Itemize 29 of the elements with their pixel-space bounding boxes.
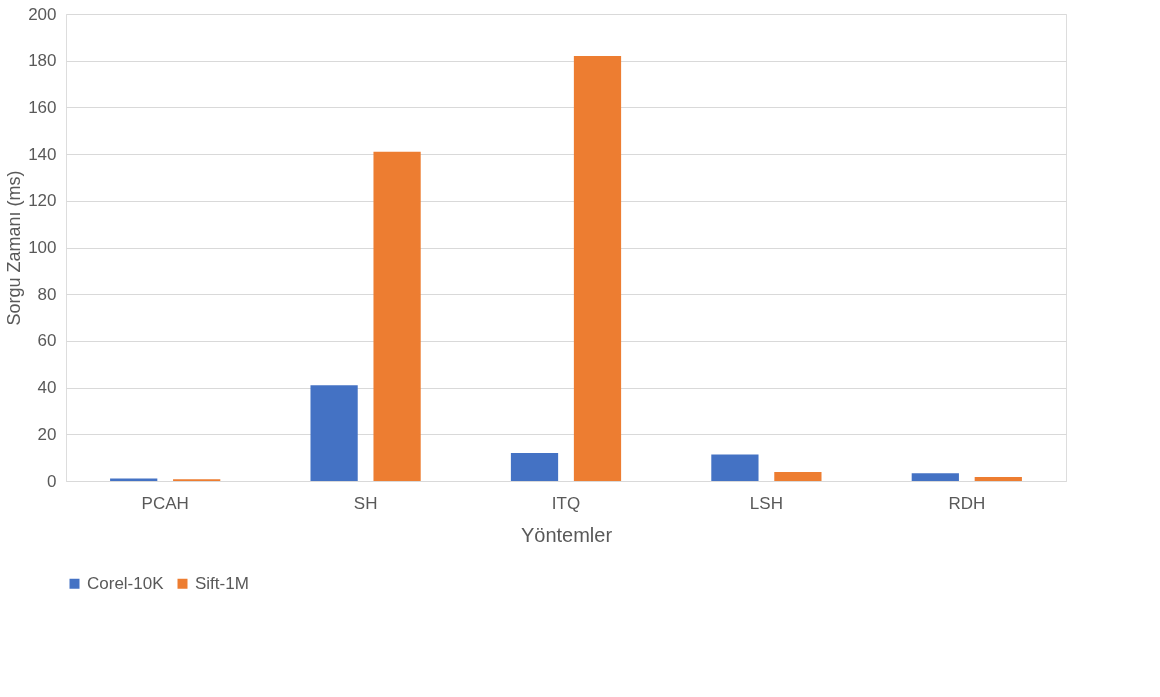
bar [110, 478, 158, 481]
bar [310, 385, 358, 481]
y-tick-label: 120 [28, 191, 57, 211]
legend-label: Corel-10K [87, 573, 165, 593]
x-tick-label: SH [353, 493, 378, 513]
y-tick-label: 40 [37, 378, 57, 398]
y-tick-label: 80 [37, 284, 57, 304]
y-tick-label: 140 [28, 144, 57, 164]
y-tick-label: 20 [37, 424, 57, 444]
y-tick-label: 0 [47, 471, 57, 491]
y-tick-label: 180 [28, 51, 57, 71]
y-tick-label: 200 [28, 4, 57, 24]
bar [510, 452, 559, 481]
x-tick-label: PCAH [141, 493, 189, 513]
y-tick-label: 100 [28, 238, 57, 257]
x-tick-label: RDH [948, 493, 986, 513]
y-axis-title: Sorgu Zamanı (ms) [4, 170, 25, 326]
bar [573, 56, 622, 481]
bar [974, 477, 1022, 481]
bar [774, 471, 822, 481]
y-tick-label: 160 [28, 97, 57, 117]
legend-label: Sift-1M [195, 573, 249, 593]
x-axis-title: Yöntemler [520, 523, 613, 546]
bar [373, 151, 421, 481]
bar [711, 454, 759, 481]
x-tick-label: LSH [749, 493, 783, 513]
x-tick-label: ITQ [551, 493, 581, 513]
bar [911, 473, 959, 481]
y-tick-label: 60 [37, 331, 57, 351]
